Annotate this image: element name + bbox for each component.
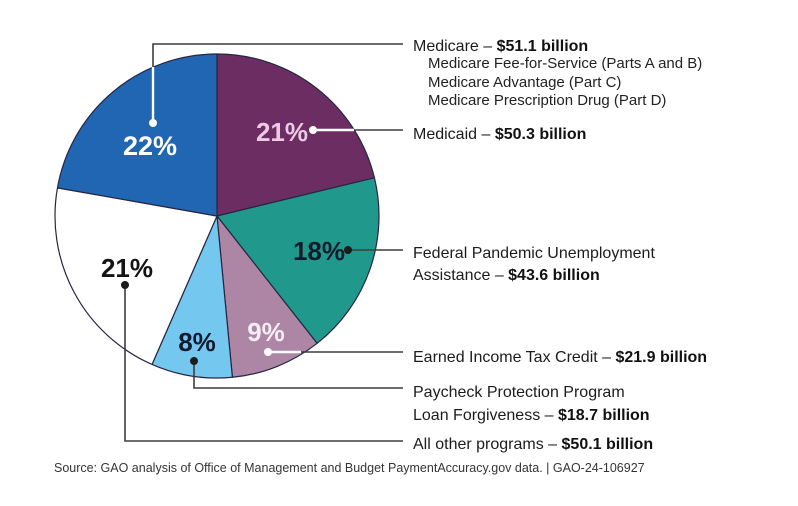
leader-dot-other [121,281,129,289]
source-note: Source: GAO analysis of Office of Manage… [54,461,645,475]
slice-medicare [56,53,218,217]
percent-label-other: 21% [101,253,153,283]
percent-label-ppp: 8% [178,327,216,357]
connector-ppp [193,361,403,389]
slice-medicaid [216,53,376,217]
percent-label-medicare: 22% [123,131,177,161]
slice-fpua [216,177,380,344]
percent-label-fpua: 18% [293,236,345,266]
leader-dot-ppp [190,357,198,365]
leader-dot-medicaid [309,126,317,134]
leader-dot-fpua [344,246,352,254]
connector-other [124,285,403,442]
leader-dot-medicare [149,119,157,127]
slice-eitc [216,215,318,378]
slice-other [54,187,218,366]
percent-label-medicaid: 21% [256,117,308,147]
leader-dot-eitc [264,348,272,356]
connector-medicare-outer [152,43,403,67]
percent-label-eitc: 9% [247,317,285,347]
